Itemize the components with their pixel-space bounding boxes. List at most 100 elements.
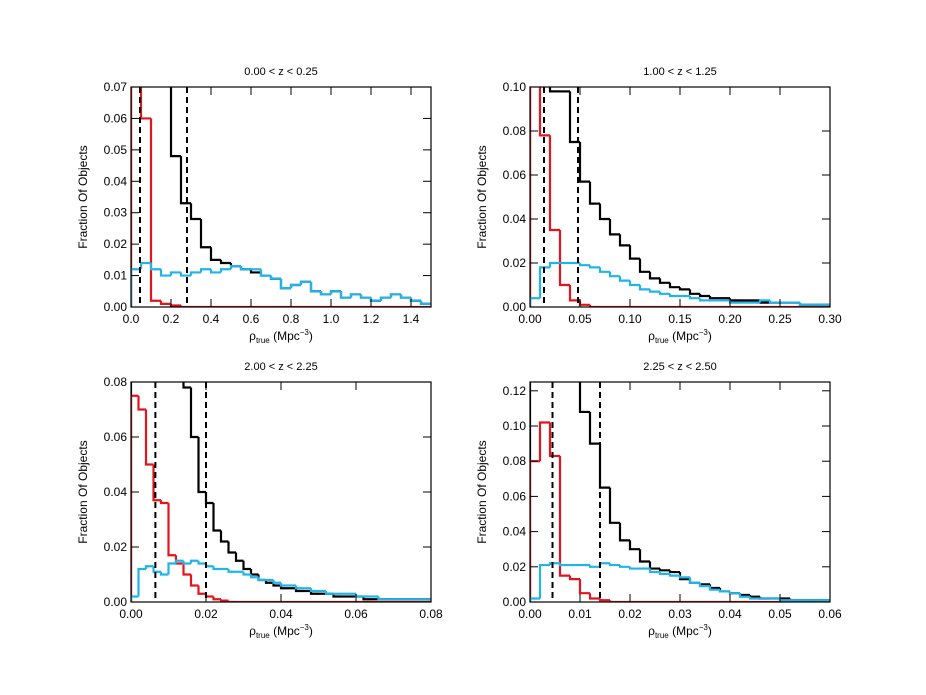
histogram-step bbox=[294, 585, 304, 590]
histogram-step bbox=[628, 566, 640, 570]
histogram-step bbox=[578, 263, 590, 267]
y-tick-label: 0.06 bbox=[104, 430, 128, 444]
histogram-step bbox=[319, 291, 331, 296]
x-tick-label: 0.00 bbox=[518, 607, 542, 621]
x-axis-label-part: ρ bbox=[249, 329, 256, 343]
histogram-step bbox=[137, 567, 146, 597]
histogram-step bbox=[688, 296, 700, 300]
histogram-step bbox=[199, 268, 211, 273]
histogram-step bbox=[568, 575, 580, 581]
histogram-step bbox=[199, 219, 211, 249]
x-tick-label: 0.30 bbox=[818, 312, 842, 326]
histogram-step bbox=[618, 565, 630, 568]
histogram-step bbox=[598, 203, 610, 221]
x-axis-label-part: true bbox=[256, 336, 270, 345]
y-tick-label: 0.04 bbox=[503, 212, 527, 226]
histogram-step bbox=[560, 338, 570, 373]
histogram-step bbox=[131, 595, 139, 602]
histogram-step bbox=[182, 563, 191, 576]
histogram-step bbox=[131, 268, 141, 307]
x-axis-label-part: ρ bbox=[648, 624, 655, 638]
histogram-step bbox=[588, 565, 600, 568]
histogram-step bbox=[227, 569, 236, 573]
x-axis-label: ρtrue (Mpc−3) bbox=[249, 623, 313, 640]
histogram-step bbox=[638, 258, 650, 273]
histogram-step bbox=[628, 245, 640, 260]
histogram-step bbox=[578, 300, 590, 306]
histogram-step bbox=[149, 263, 161, 271]
y-tick-label: 0.00 bbox=[104, 595, 128, 609]
y-tick-label: 0.04 bbox=[104, 174, 128, 188]
x-axis-label-part: −3 bbox=[300, 328, 310, 337]
histogram-step bbox=[558, 230, 570, 287]
histogram-step bbox=[149, 118, 161, 302]
histogram-step bbox=[678, 572, 690, 581]
y-axis-label: Fraction Of Objects bbox=[76, 145, 90, 248]
x-axis-label-part: ρ bbox=[249, 624, 256, 638]
y-tick-label: 0.02 bbox=[503, 560, 527, 574]
histogram-step bbox=[548, 87, 560, 93]
x-tick-label: 0.06 bbox=[344, 607, 368, 621]
histogram-step bbox=[349, 293, 361, 298]
x-axis-label-part: −3 bbox=[699, 623, 709, 632]
histogram-step bbox=[530, 297, 540, 307]
x-axis-label-part: (Mpc bbox=[270, 624, 300, 638]
histogram-step bbox=[419, 300, 431, 305]
histogram-step bbox=[568, 91, 580, 144]
y-tick-label: 0.04 bbox=[503, 525, 527, 539]
histogram-step bbox=[798, 302, 810, 306]
histogram-step bbox=[618, 276, 630, 282]
histogram-step bbox=[182, 382, 191, 389]
x-tick-label: 0.4 bbox=[203, 312, 220, 326]
histogram-step bbox=[169, 303, 181, 307]
x-axis-label-part: (Mpc bbox=[669, 624, 699, 638]
histogram-step bbox=[698, 582, 710, 588]
plot-frame bbox=[529, 86, 831, 308]
y-tick-label: 0.03 bbox=[104, 206, 128, 220]
histogram-step bbox=[608, 563, 620, 567]
histogram-step bbox=[598, 562, 610, 567]
y-tick-label: 0.05 bbox=[104, 143, 128, 157]
x-axis-label-part: true bbox=[655, 631, 669, 640]
histogram-step bbox=[768, 300, 780, 304]
x-tick-label: 0.15 bbox=[668, 312, 692, 326]
plot-data bbox=[530, 87, 830, 307]
histogram-step bbox=[738, 593, 750, 598]
histogram-step bbox=[209, 247, 221, 261]
x-axis-label: ρtrue (Mpc−3) bbox=[648, 328, 712, 345]
histogram-step bbox=[144, 409, 154, 466]
histogram-step bbox=[219, 259, 231, 265]
y-tick-label: 0.00 bbox=[503, 595, 527, 609]
histogram-step bbox=[530, 87, 532, 307]
histogram-step bbox=[668, 573, 680, 577]
histogram-step bbox=[409, 297, 421, 302]
y-axis-label: Fraction Of Objects bbox=[76, 440, 90, 543]
x-axis-label-part: ) bbox=[309, 329, 313, 343]
x-tick-label: 0.00 bbox=[518, 312, 542, 326]
histogram-step bbox=[174, 555, 184, 565]
x-tick-label: 0.25 bbox=[768, 312, 792, 326]
x-tick-label: 0.06 bbox=[818, 607, 842, 621]
histogram-step bbox=[204, 563, 214, 568]
histogram-step bbox=[146, 190, 154, 273]
x-tick-label: 0.08 bbox=[419, 607, 443, 621]
histogram-step bbox=[179, 305, 191, 307]
histogram-step bbox=[738, 593, 750, 597]
histogram-step bbox=[658, 278, 670, 284]
histogram-step bbox=[279, 278, 291, 290]
histogram-step bbox=[272, 580, 281, 584]
histogram-step bbox=[548, 135, 560, 232]
y-tick-label: 0.01 bbox=[104, 269, 128, 283]
y-tick-label: 0.04 bbox=[104, 485, 128, 499]
x-tick-label: 1.2 bbox=[363, 312, 380, 326]
histogram-step bbox=[648, 271, 660, 280]
histogram-step bbox=[379, 296, 391, 301]
y-tick-label: 0.08 bbox=[503, 124, 527, 138]
histogram-step bbox=[548, 562, 560, 566]
histogram-step bbox=[159, 300, 171, 305]
histogram-step bbox=[219, 268, 231, 273]
histogram-step bbox=[698, 582, 710, 586]
histogram-step bbox=[568, 285, 580, 302]
plot-data bbox=[131, 190, 431, 602]
x-axis-label-part: ) bbox=[708, 624, 712, 638]
